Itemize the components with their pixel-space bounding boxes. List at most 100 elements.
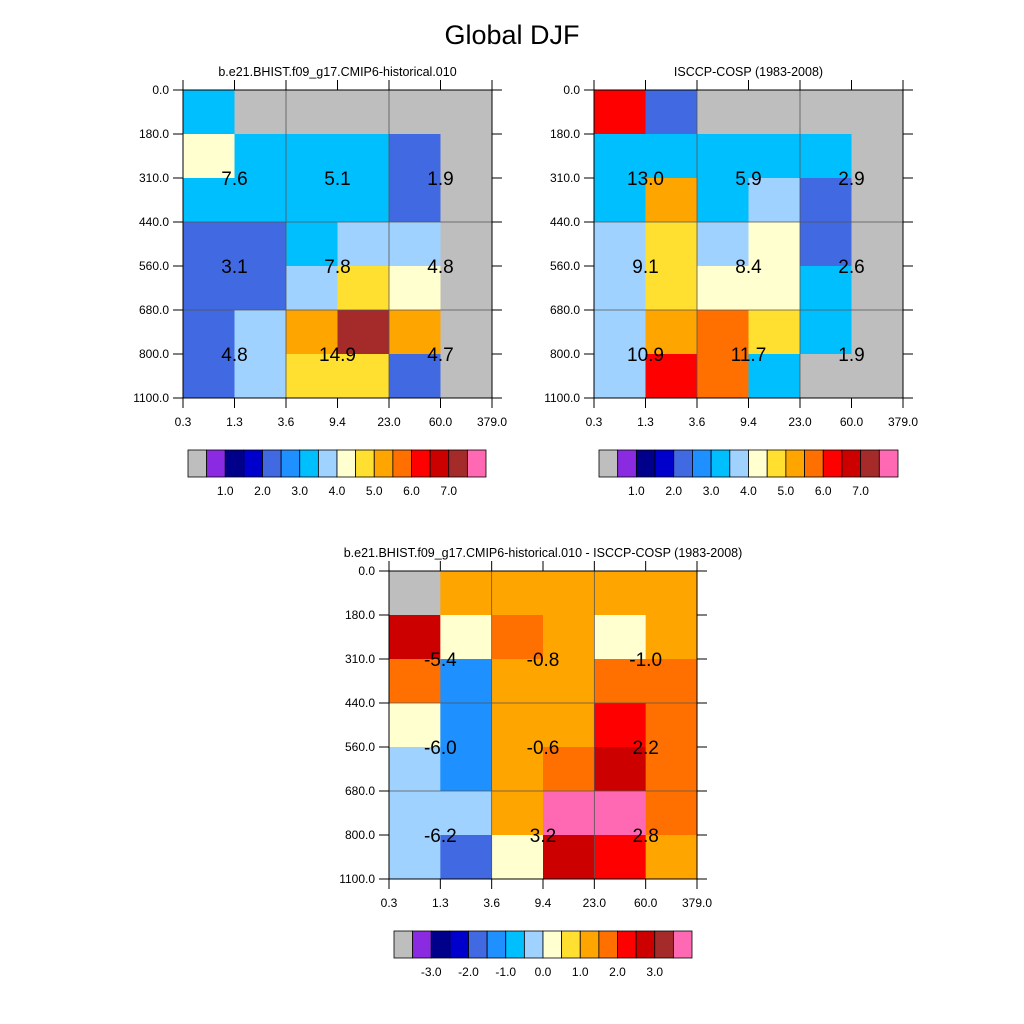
cell-value-label: 13.0 (627, 169, 664, 190)
heatmap-cell (543, 747, 595, 792)
heatmap-cell (594, 571, 647, 616)
heatmap-cell (337, 178, 390, 223)
heatmap-cell (645, 134, 698, 179)
y-tick-label: 440.0 (345, 696, 375, 710)
y-tick-label: 310.0 (345, 652, 375, 666)
colorbar-label: 7.0 (440, 484, 457, 498)
colorbar-label: 0.0 (535, 965, 552, 979)
colorbar-label: 5.0 (366, 484, 383, 498)
heatmap-cell (543, 703, 595, 748)
heatmap-cell (389, 222, 441, 267)
heatmap-cell (389, 354, 441, 399)
cell-value-label: 5.1 (324, 169, 350, 190)
colorbar-box (206, 449, 226, 478)
heatmap-cell (594, 134, 646, 179)
colorbar-box (654, 449, 675, 478)
heatmap-cell (183, 134, 235, 179)
heatmap-cell (748, 310, 801, 355)
heatmap-cell (645, 571, 698, 616)
heatmap-cell (286, 266, 338, 311)
x-tick-label: 3.6 (483, 896, 500, 910)
heatmap-cell (851, 310, 904, 355)
heatmap-cell (594, 222, 646, 267)
heatmap-cell (440, 354, 493, 399)
heatmap-cell (440, 266, 493, 311)
heatmap-cell (491, 659, 544, 704)
heatmap-cell (389, 134, 441, 179)
heatmap-cell (594, 615, 647, 660)
heatmap-cell (748, 266, 801, 311)
colorbar-box (598, 930, 618, 959)
colorbar-label: 2.0 (665, 484, 682, 498)
cell-value-label: 4.8 (427, 257, 453, 278)
heatmap-cell (748, 90, 801, 135)
x-tick-label: 0.3 (586, 415, 603, 429)
heatmap-cell (594, 354, 646, 399)
colorbar-box (486, 930, 507, 959)
heatmap-cell (697, 222, 749, 267)
colorbar-label: -3.0 (421, 965, 442, 979)
heatmap-cell (440, 835, 493, 880)
cell-value-label: 5.9 (735, 169, 761, 190)
heatmap-cell (800, 90, 852, 135)
y-tick-label: 1100.0 (339, 872, 375, 886)
colorbar-box (243, 449, 263, 478)
y-tick-label: 310.0 (139, 171, 169, 185)
y-tick-label: 1100.0 (544, 391, 580, 405)
heatmap-cell (286, 134, 338, 179)
heatmap-cell (491, 791, 544, 836)
heatmap-cell (800, 310, 852, 355)
colorbar-box (468, 930, 488, 959)
heatmap-cell (491, 703, 544, 748)
x-tick-label: 60.0 (634, 896, 658, 910)
colorbar-box (748, 449, 768, 478)
heatmap-cell (697, 354, 749, 399)
heatmap-cell (594, 659, 647, 704)
heatmap-cell (543, 659, 595, 704)
y-tick-label: 560.0 (345, 740, 375, 754)
y-tick-label: 680.0 (345, 784, 375, 798)
x-tick-label: 23.0 (788, 415, 812, 429)
colorbar-box (355, 449, 375, 478)
heatmap-cell (851, 134, 904, 179)
colorbar-label: 1.0 (628, 484, 645, 498)
colorbar-box (412, 930, 432, 959)
y-tick-label: 680.0 (550, 303, 580, 317)
cell-value-label: 14.9 (319, 345, 356, 366)
panel-title: b.e21.BHIST.f09_g17.CMIP6-historical.010… (344, 546, 743, 560)
colorbar-label: 3.0 (646, 965, 663, 979)
heatmap-cell (491, 615, 544, 660)
x-tick-label: 379.0 (682, 896, 712, 910)
colorbar-box (393, 930, 414, 959)
y-tick-label: 560.0 (139, 259, 169, 273)
colorbar-box (542, 930, 563, 959)
heatmap-cell (645, 310, 698, 355)
colorbar-box (804, 449, 824, 478)
cell-value-label: 2.6 (838, 257, 864, 278)
heatmap-cell (851, 354, 904, 399)
heatmap-cell (337, 90, 390, 135)
cell-value-label: 10.9 (627, 345, 664, 366)
heatmap-cell (337, 134, 390, 179)
cell-value-label: 8.4 (735, 257, 762, 278)
heatmap-cell (286, 354, 338, 399)
heatmap-cell (286, 222, 338, 267)
heatmap-cell (389, 791, 441, 836)
colorbar-box (429, 449, 450, 478)
heatmap-cell (440, 659, 493, 704)
heatmap-cell (594, 178, 646, 223)
colorbar-box (598, 449, 619, 478)
heatmap-cell (389, 266, 441, 311)
y-tick-label: 800.0 (345, 828, 375, 842)
cell-value-label: -1.0 (629, 650, 662, 671)
heatmap-cell (851, 222, 904, 267)
x-tick-label: 60.0 (840, 415, 864, 429)
panel-title: ISCCP-COSP (1983-2008) (674, 65, 823, 79)
heatmap-cell (594, 835, 647, 880)
colorbar-box (635, 449, 656, 478)
heatmap-cell (337, 266, 390, 311)
heatmap-cell (697, 90, 749, 135)
heatmap-cell (440, 747, 493, 792)
heatmap-cell (183, 222, 235, 267)
